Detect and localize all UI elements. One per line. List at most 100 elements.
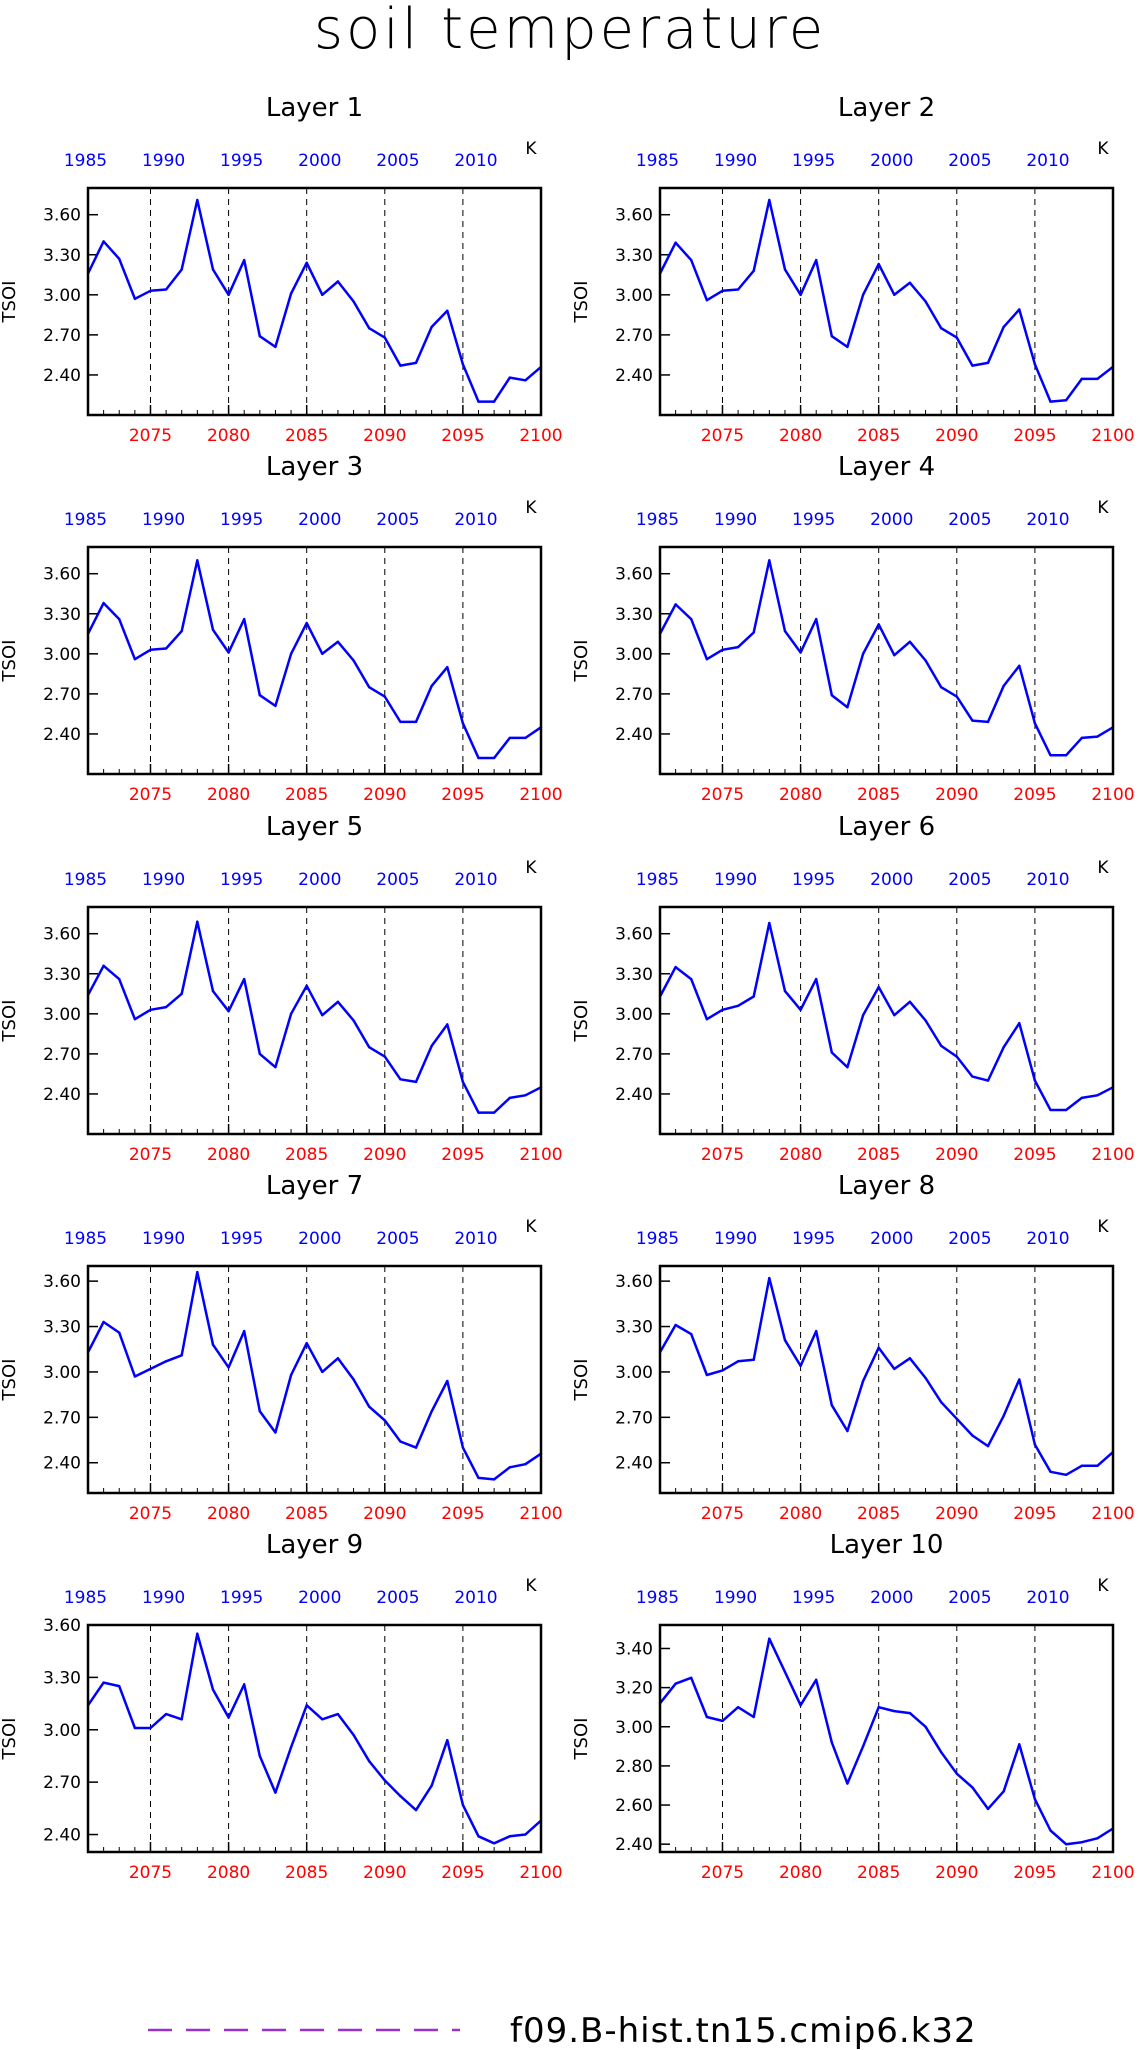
data-point (243, 977, 246, 981)
x-tick-label-top: 2000 (298, 510, 341, 530)
data-point (1064, 399, 1068, 402)
data-point (180, 629, 183, 633)
y-tick-label: 2.40 (615, 1454, 653, 1474)
x-tick-label-top: 2005 (948, 1588, 991, 1608)
y-tick-label: 2.40 (615, 1835, 653, 1855)
data-point (830, 1051, 834, 1054)
data-point (336, 640, 340, 644)
data-point (1049, 754, 1052, 757)
data-point (830, 694, 834, 697)
y-tick-label: 2.70 (615, 326, 653, 346)
x-tick-label-top: 2000 (298, 870, 341, 890)
data-point (674, 241, 677, 244)
y-tick-label: 3.60 (43, 1616, 81, 1636)
data-point (180, 1718, 183, 1721)
y-axis-label: TSOI (571, 1359, 592, 1402)
data-point (752, 995, 755, 998)
data-point (705, 1017, 709, 1021)
data-point (1049, 1470, 1052, 1474)
data-point (477, 1835, 480, 1838)
y-tick-label: 2.70 (615, 1045, 653, 1065)
x-tick-label-top: 2005 (948, 151, 991, 171)
data-point (690, 1332, 693, 1336)
x-tick-label-top: 2005 (376, 870, 419, 890)
data-point (102, 1320, 105, 1324)
data-point (877, 1705, 880, 1709)
data-point (149, 289, 152, 293)
data-point (289, 652, 293, 656)
x-tick-label-top: 1985 (636, 510, 679, 530)
data-point (492, 1842, 496, 1845)
data-point (102, 964, 105, 967)
data-point (830, 335, 834, 338)
y-axis-label: TSOI (0, 640, 20, 683)
panel-layer-6: Layer 6 2075 2080 2085 2090 2095 2100 1985 1990 1… (571, 812, 1135, 1165)
x-tick-label-bottom: 2095 (441, 1863, 484, 1883)
data-point (227, 1716, 230, 1719)
series-line (86, 1632, 542, 1845)
data-point (336, 1712, 340, 1716)
data-point (1033, 722, 1037, 725)
y-tick-label: 3.60 (43, 565, 81, 585)
data-point (893, 1709, 896, 1713)
x-tick-label-top: 2010 (1026, 1229, 1069, 1249)
y-axis-label: TSOI (0, 1718, 20, 1761)
data-point (908, 1000, 912, 1004)
data-point (768, 559, 771, 562)
y-tick-label: 2.40 (43, 1826, 81, 1846)
legend-label: f09.B-hist.tn15.cmip6.k32 (510, 2011, 977, 2050)
y-tick-label: 3.30 (43, 605, 81, 625)
y-tick-label: 2.40 (615, 366, 653, 386)
data-point (524, 736, 527, 740)
y-tick-label: 3.40 (615, 1639, 653, 1659)
x-tick-label-top: 1995 (792, 1588, 835, 1608)
data-point (893, 1367, 896, 1371)
x-tick-label-top: 2010 (454, 151, 497, 171)
y-tick-label: 2.70 (43, 1045, 81, 1065)
x-tick-label-bottom: 2090 (363, 785, 406, 805)
data-point (414, 1080, 418, 1084)
panel-layer-3: Layer 3 2075 2080 2085 2090 2095 2100 1985 1990 1… (0, 452, 563, 805)
x-tick-label-bottom: 2090 (935, 426, 978, 446)
x-tick-label-top: 2005 (948, 510, 991, 530)
data-point (1080, 736, 1083, 740)
data-point (321, 1013, 324, 1017)
x-tick-label-bottom: 2075 (701, 1145, 744, 1165)
data-point (133, 1375, 137, 1378)
data-point (1018, 308, 1021, 311)
data-point (133, 297, 137, 301)
data-point (986, 1079, 990, 1082)
panel-title: Layer 7 (266, 1171, 363, 1201)
data-point (877, 262, 880, 266)
y-tick-label: 3.00 (615, 645, 653, 665)
x-tick-label-bottom: 2080 (207, 785, 250, 805)
data-point (149, 1726, 152, 1730)
data-point (258, 335, 262, 338)
x-tick-label-bottom: 2080 (207, 1504, 250, 1524)
x-tick-label-top: 1985 (636, 151, 679, 171)
data-point (227, 1009, 230, 1013)
data-point (721, 1369, 724, 1372)
data-point (1096, 735, 1099, 738)
data-point (352, 300, 355, 303)
data-point (133, 1726, 137, 1730)
data-point (446, 1379, 449, 1383)
x-tick-label-bottom: 2090 (935, 1504, 978, 1524)
data-point (149, 648, 152, 652)
data-point (164, 1712, 168, 1716)
data-point (705, 1715, 709, 1719)
data-point (461, 722, 465, 725)
x-tick-label-bottom: 2085 (285, 785, 328, 805)
x-tick-label-top: 1990 (714, 151, 757, 171)
plot-frame (86, 905, 543, 1136)
data-point (118, 617, 121, 621)
x-tick-label-top: 1990 (142, 1229, 185, 1249)
data-point (383, 1779, 386, 1782)
x-tick-label-top: 2000 (870, 1229, 913, 1249)
x-tick-label-top: 2010 (454, 1588, 497, 1608)
data-point (690, 1676, 693, 1680)
data-point (196, 1270, 199, 1274)
panel-title: Layer 6 (838, 812, 935, 842)
panel-title: Layer 9 (266, 1530, 363, 1560)
figure-title: soil temperature (314, 0, 826, 62)
